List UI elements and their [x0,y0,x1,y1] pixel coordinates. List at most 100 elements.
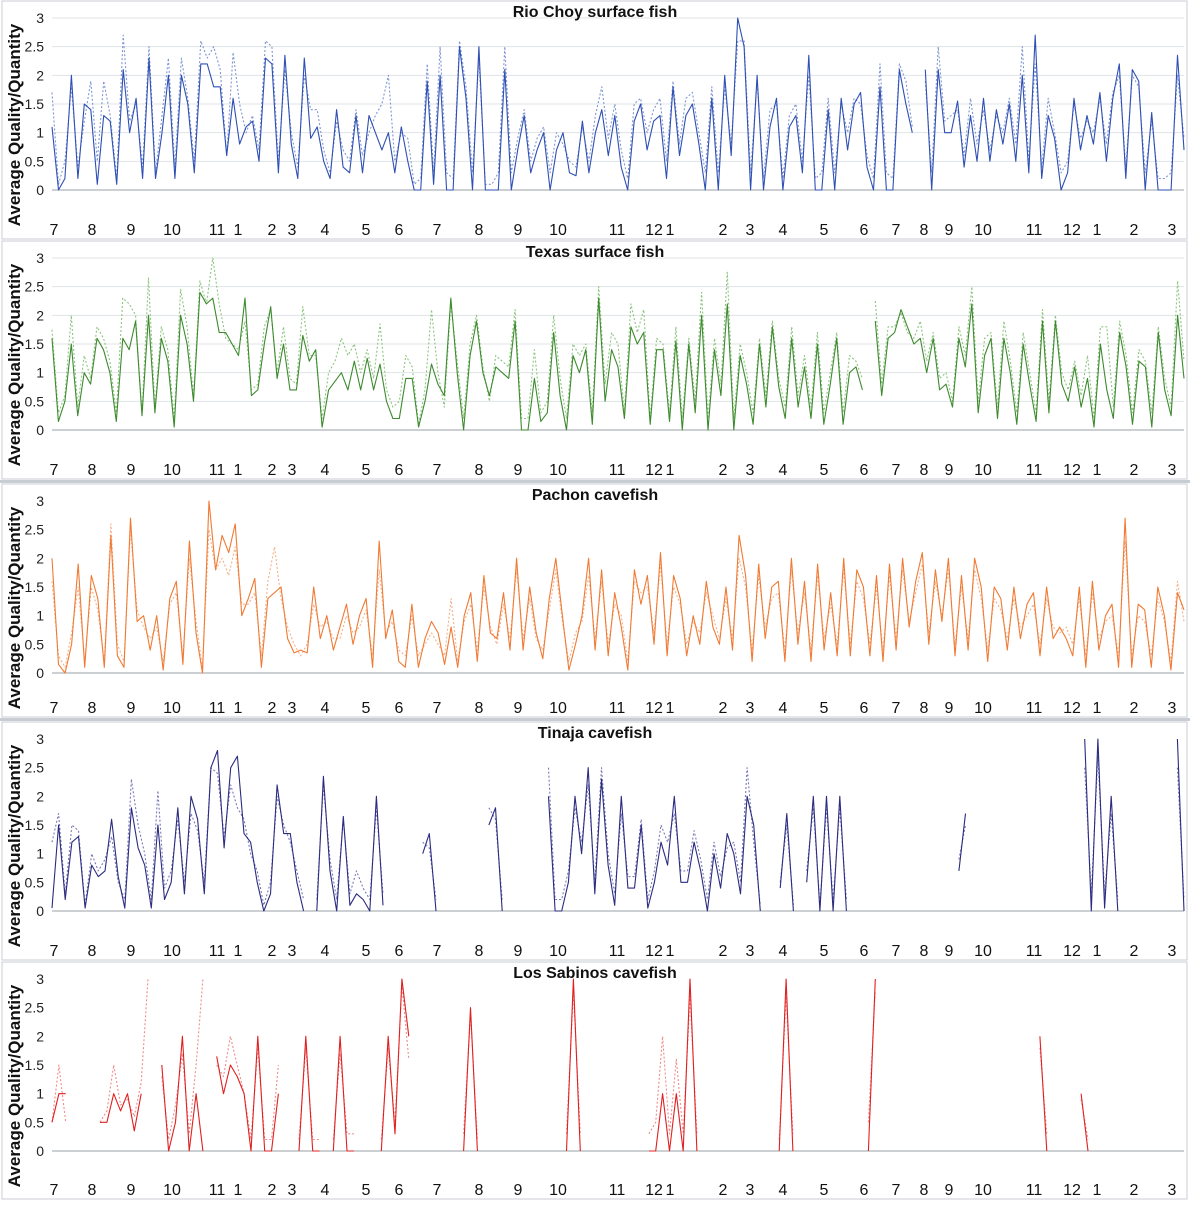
x-tick-label: 1 [1093,222,1102,239]
y-tick-label: 1.5 [25,336,45,352]
chart-panel: 0 0.5 1 1.5 2 2.5 3 Tinaja cavefish Average Qual… [1,721,1188,961]
x-tick-label: 4 [779,943,788,960]
series-line-dotted [51,755,1185,906]
x-tick-label: 9 [127,700,136,717]
series-line-solid [51,500,1185,674]
series-line-solid [51,17,1185,191]
x-tick-label: 8 [475,222,484,239]
x-tick-label: 9 [514,1182,523,1199]
y-tick-label: 0 [36,422,44,438]
chart-title: Tinaja cavefish [538,725,652,742]
x-tick-label: 7 [892,462,901,479]
x-tick-label: 10 [974,943,992,960]
x-tick-label: 2 [268,700,277,717]
x-tick-label: 11 [209,222,226,239]
y-axis-label: Average Quality/Quantity [5,984,24,1187]
x-tick-label: 8 [475,700,484,717]
x-tick-label: 4 [321,222,330,239]
y-tick-label: 0 [36,903,44,919]
series-line-dotted [51,523,1185,668]
x-tick-label: 2 [719,943,728,960]
x-tick-label: 9 [945,943,954,960]
x-tick-label: 9 [945,700,954,717]
y-tick-label: 3 [36,731,44,747]
x-tick-label: 5 [820,943,829,960]
y-tick-label: 1.5 [25,1057,45,1073]
y-tick-label: 2 [36,788,44,804]
x-tick-label: 8 [920,222,929,239]
x-tick-label: 8 [920,1182,929,1199]
x-tick-label: 10 [549,700,567,717]
y-tick-label: 0 [36,182,44,198]
chart-title: Rio Choy surface fish [513,4,677,21]
x-tick-label: 9 [514,943,523,960]
x-tick-label: 5 [820,700,829,717]
x-tick-label: 9 [945,462,954,479]
y-tick-label: 1 [36,365,44,381]
panel-frame [1,0,1188,240]
chart-panel: 0 0.5 1 1.5 2 2.5 3 Pachon cavefish Average Qual… [1,483,1188,718]
series-line-solid [51,291,1185,431]
x-tick-label: 12 [1063,462,1081,479]
chart-panel: 0 0.5 1 1.5 2 2.5 3 Rio Choy surface fish Averag… [1,0,1188,240]
x-tick-label: 2 [719,1182,728,1199]
x-tick-label: 4 [321,943,330,960]
x-tick-label: 11 [1026,462,1043,479]
x-tick-label: 8 [920,462,929,479]
x-tick-label: 5 [820,1182,829,1199]
x-tick-label: 1 [1093,943,1102,960]
x-tick-label: 9 [127,222,136,239]
x-tick-label: 2 [268,462,277,479]
x-tick-label: 3 [746,462,755,479]
series-line-solid [51,738,1185,912]
x-tick-label: 1 [666,462,675,479]
y-tick-label: 3 [36,250,44,266]
x-tick-label: 1 [234,222,243,239]
y-tick-label: 2.5 [25,39,45,55]
x-tick-label: 8 [88,700,97,717]
x-tick-label: 7 [433,1182,442,1199]
chart-title: Texas surface fish [526,244,664,261]
x-tick-label: 11 [209,462,226,479]
x-tick-label: 11 [209,1182,226,1199]
x-tick-label: 9 [945,1182,954,1199]
x-tick-label: 7 [433,462,442,479]
y-tick-label: 1.5 [25,817,45,833]
x-tick-label: 7 [50,700,59,717]
x-tick-label: 6 [860,222,869,239]
panel-frame [1,961,1188,1200]
x-tick-label: 3 [1168,1182,1177,1199]
x-tick-label: 1 [1093,462,1102,479]
x-tick-label: 2 [1130,943,1139,960]
x-tick-label: 2 [719,462,728,479]
chart-title: Pachon cavefish [532,487,658,504]
x-tick-label: 7 [433,222,442,239]
x-tick-label: 3 [1168,700,1177,717]
x-tick-label: 11 [1026,222,1043,239]
y-tick-label: 2 [36,550,44,566]
x-tick-label: 1 [1093,1182,1102,1199]
series-line-dotted [51,34,1185,185]
series-line-solid [51,978,1089,1152]
x-tick-label: 2 [1130,462,1139,479]
panel-frame [1,240,1188,480]
y-tick-label: 2.5 [25,1000,45,1016]
x-tick-label: 11 [209,943,226,960]
x-tick-label: 3 [1168,222,1177,239]
x-tick-label: 9 [127,943,136,960]
x-tick-label: 9 [514,462,523,479]
x-tick-label: 1 [666,222,675,239]
x-tick-label: 12 [645,462,663,479]
x-tick-label: 11 [609,943,626,960]
x-tick-label: 3 [288,943,297,960]
y-tick-label: 0.5 [25,874,45,890]
x-tick-label: 1 [666,700,675,717]
x-tick-label: 8 [475,1182,484,1199]
x-tick-label: 8 [88,222,97,239]
y-axis-label: Average Quality/Quantity [5,506,24,709]
x-tick-label: 5 [362,222,371,239]
x-tick-label: 2 [719,700,728,717]
x-tick-label: 3 [288,1182,297,1199]
